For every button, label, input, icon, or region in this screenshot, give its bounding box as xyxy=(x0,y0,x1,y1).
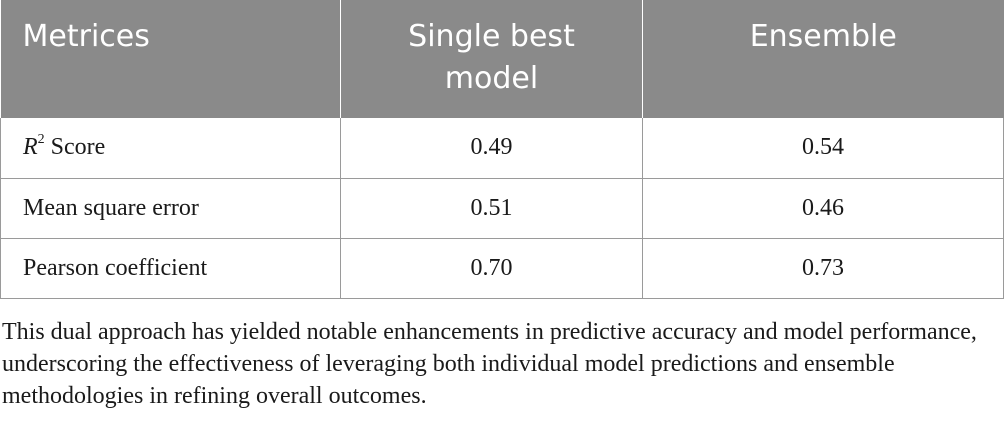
metric-r2-score: R2 Score xyxy=(0,118,341,179)
metric-r2-label-rest: Score xyxy=(44,134,106,161)
table-row: Mean square error 0.51 0.46 xyxy=(0,178,1004,239)
metrics-table: Metrices Single best model Ensemble R2 Sc… xyxy=(0,0,1004,299)
table-row: Pearson coefficient 0.70 0.73 xyxy=(0,238,1004,299)
table-footnote: This dual approach has yielded notable e… xyxy=(2,319,977,409)
metric-r-variable: R xyxy=(23,134,38,161)
metric-pearson-coefficient: Pearson coefficient xyxy=(0,238,341,299)
metric-r-superscript: 2 xyxy=(37,132,45,148)
value-single-pearson: 0.70 xyxy=(340,238,643,299)
header-metrices: Metrices xyxy=(0,0,341,118)
header-single-best-model-line1: Single best xyxy=(408,19,575,54)
table-header-row: Metrices Single best model Ensemble xyxy=(0,0,1004,118)
value-ensemble-mse: 0.46 xyxy=(642,178,1004,239)
metrics-table-container: Metrices Single best model Ensemble R2 Sc… xyxy=(0,0,1004,299)
header-ensemble: Ensemble xyxy=(642,0,1004,118)
header-single-best-model-line2: model xyxy=(444,61,539,96)
value-single-r2: 0.49 xyxy=(340,118,643,179)
value-ensemble-pearson: 0.73 xyxy=(642,238,1004,299)
value-ensemble-r2: 0.54 xyxy=(642,118,1004,179)
metric-mean-square-error: Mean square error xyxy=(0,178,341,239)
value-single-mse: 0.51 xyxy=(340,178,643,239)
header-single-best-model: Single best model xyxy=(340,0,643,118)
table-row: R2 Score 0.49 0.54 xyxy=(0,118,1004,179)
